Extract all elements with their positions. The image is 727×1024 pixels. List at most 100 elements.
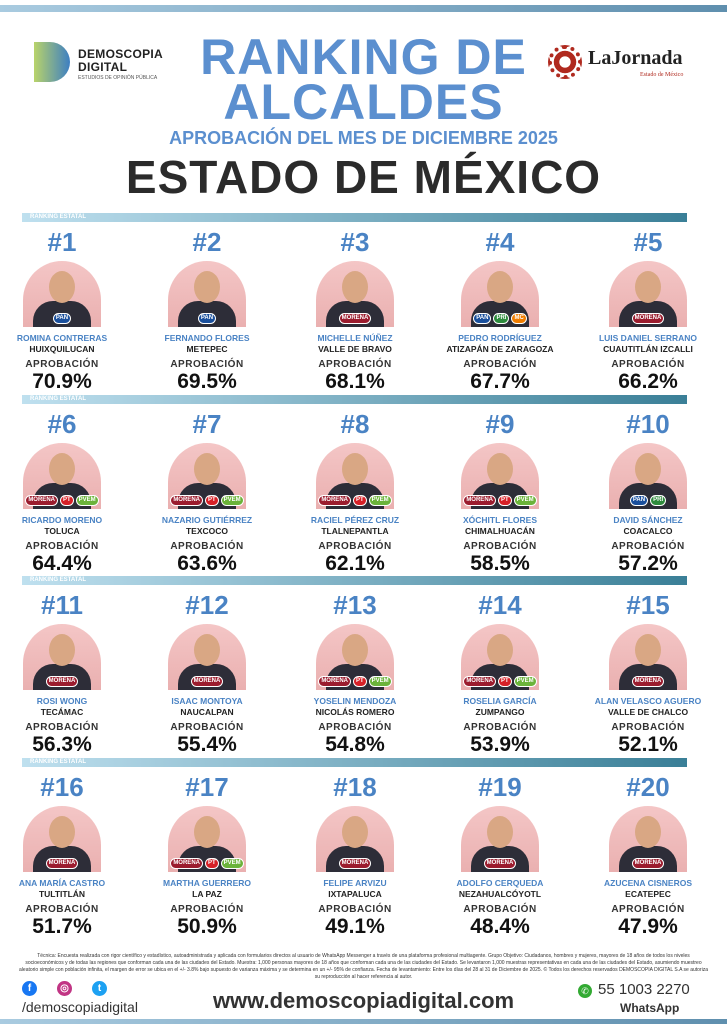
portrait-head [635,453,661,485]
party-logos: PAN PRI [609,495,687,506]
municipality: LA PAZ [192,889,222,899]
mayor-photo: MORENA PT PVEM [316,443,394,509]
approval-label: APROBACIÓN [463,359,537,370]
rank-number: #20 [626,772,670,802]
municipality: HUIXQUILUCAN [29,344,95,354]
party-logo-badge: MORENA [463,495,496,506]
portrait-head [49,271,75,303]
municipality: IXTAPALUCA [328,889,382,899]
subtitle: APROBACIÓN DEL MES DE DICIEMBRE 2025 [169,128,558,148]
approval-label: APROBACIÓN [25,359,99,370]
mayor-name: ROSELIA GARCÍA [463,696,537,706]
party-logo-badge: PAN [629,495,649,506]
portrait-head [49,453,75,485]
la-jornada-logo: LaJornada Estado de México [548,45,698,85]
party-logo-badge: PVEM [368,495,392,506]
mayor-name: DAVID SÁNCHEZ [613,515,683,525]
party-logo-badge: PT [497,676,512,687]
party-logos: MORENA [168,676,246,687]
party-logo-badge: PRI [650,495,667,506]
approval-value: 50.9% [177,915,237,938]
rank-number: #2 [192,227,222,257]
facebook-icon[interactable]: f [22,981,37,996]
party-logos: MORENA [23,676,101,687]
rank-number: #3 [340,227,370,257]
party-logo-badge: PRI [493,313,510,324]
mayor-name: ANA MARÍA CASTRO [18,878,106,888]
rank-number: #12 [185,590,229,620]
party-logos: PAN [168,313,246,324]
party-logo-badge: PT [497,495,512,506]
rank-number: #14 [478,590,522,620]
ranking-section-bar: RANKING ESTATAL [22,576,687,585]
rank-number: #7 [192,409,222,439]
party-logos: MORENA [316,858,394,869]
mayor-photo: PAN [23,261,101,327]
party-logos: MORENA [23,858,101,869]
rank-number: #11 [41,590,83,620]
municipality: VALLE DE CHALCO [607,707,689,717]
mayor-name: ROSI WONG [36,696,88,706]
mayor-card: #11 MORENA ROSI WONG TECÁMAC APROBACIÓN … [0,590,132,756]
party-logo-badge: MORENA [631,858,665,869]
approval-label: APROBACIÓN [25,904,99,915]
party-logos: MORENA PT PVEM [23,495,101,506]
portrait-head [342,816,368,848]
municipality: TOLUCA [44,526,80,536]
mayor-card: #20 MORENA AZUCENA CISNEROS ECATEPEC APR… [578,772,718,938]
mayor-card: #17 MORENA PT PVEM MARTHA GUERRERO LA PAZ … [137,772,277,938]
party-logo-badge: MORENA [45,858,79,869]
party-logo-badge: MORENA [170,495,203,506]
demoscopia-d-icon [34,42,70,82]
mayor-card: #13 MORENA PT PVEM YOSELIN MENDOZA NICOLÁS… [285,590,425,756]
party-logos: MORENA [609,676,687,687]
portrait-head [342,453,368,485]
approval-label: APROBACIÓN [170,904,244,915]
website-link[interactable]: www.demoscopiadigital.com [212,988,515,1013]
ranking-section-bar: RANKING ESTATAL [22,395,687,404]
portrait-head [49,634,75,666]
rank-number: #8 [340,409,370,439]
mayor-card: #16 MORENA ANA MARÍA CASTRO TULTITLÁN AP… [0,772,132,938]
approval-value: 70.9% [32,370,92,393]
mayor-name: PEDRO RODRÍGUEZ [458,333,542,343]
mayor-name: MICHELLE NÚÑEZ [317,333,393,343]
approval-label: APROBACIÓN [25,722,99,733]
party-logo-badge: MORENA [483,858,517,869]
approval-label: APROBACIÓN [25,541,99,552]
municipality: TECÁMAC [40,707,84,717]
approval-label: APROBACIÓN [318,359,392,370]
party-logo-badge: PT [204,858,219,869]
social-handle: /demoscopiadigital [22,999,138,1015]
approval-value: 53.9% [470,733,530,756]
party-logo-badge: MORENA [631,313,665,324]
portrait-head [635,271,661,303]
demoscopia-digital-logo: DEMOSCOPIA DIGITAL ESTUDIOS DE OPINIÓN P… [30,42,180,87]
party-logo-badge: PT [204,495,219,506]
portrait-head [487,634,513,666]
mayor-name: RACIEL PÉREZ CRUZ [310,515,400,525]
mayor-card: #12 MORENA ISAAC MONTOYA NAUCALPAN APROB… [137,590,277,756]
top-decorative-bar [0,5,727,12]
mayor-photo: MORENA [609,261,687,327]
twitter-icon[interactable]: t [92,981,107,996]
municipality: TULTITLÁN [38,889,86,899]
municipality: TEXCOCO [185,526,229,536]
party-logos: MORENA PT PVEM [168,495,246,506]
party-logo-badge: MORENA [631,676,665,687]
instagram-icon[interactable]: ◎ [57,981,72,996]
approval-value: 62.1% [325,552,385,575]
municipality: METEPEC [186,344,228,354]
municipality: ZUMPANGO [475,707,525,717]
party-logos: PAN [23,313,101,324]
mayor-photo: PAN [168,261,246,327]
approval-value: 64.4% [32,552,92,575]
mayor-photo: MORENA [23,624,101,690]
municipality: COACALCO [623,526,673,536]
approval-label: APROBACIÓN [611,904,685,915]
mayor-card: #3 MORENA MICHELLE NÚÑEZ VALLE DE BRAVO … [285,227,425,393]
municipality: NAUCALPAN [180,707,234,717]
mayor-card: #15 MORENA ALAN VELASCO AGUERO VALLE DE … [578,590,718,756]
approval-value: 69.5% [177,370,237,393]
mayor-card: #18 MORENA FELIPE ARVIZU IXTAPALUCA APRO… [285,772,425,938]
